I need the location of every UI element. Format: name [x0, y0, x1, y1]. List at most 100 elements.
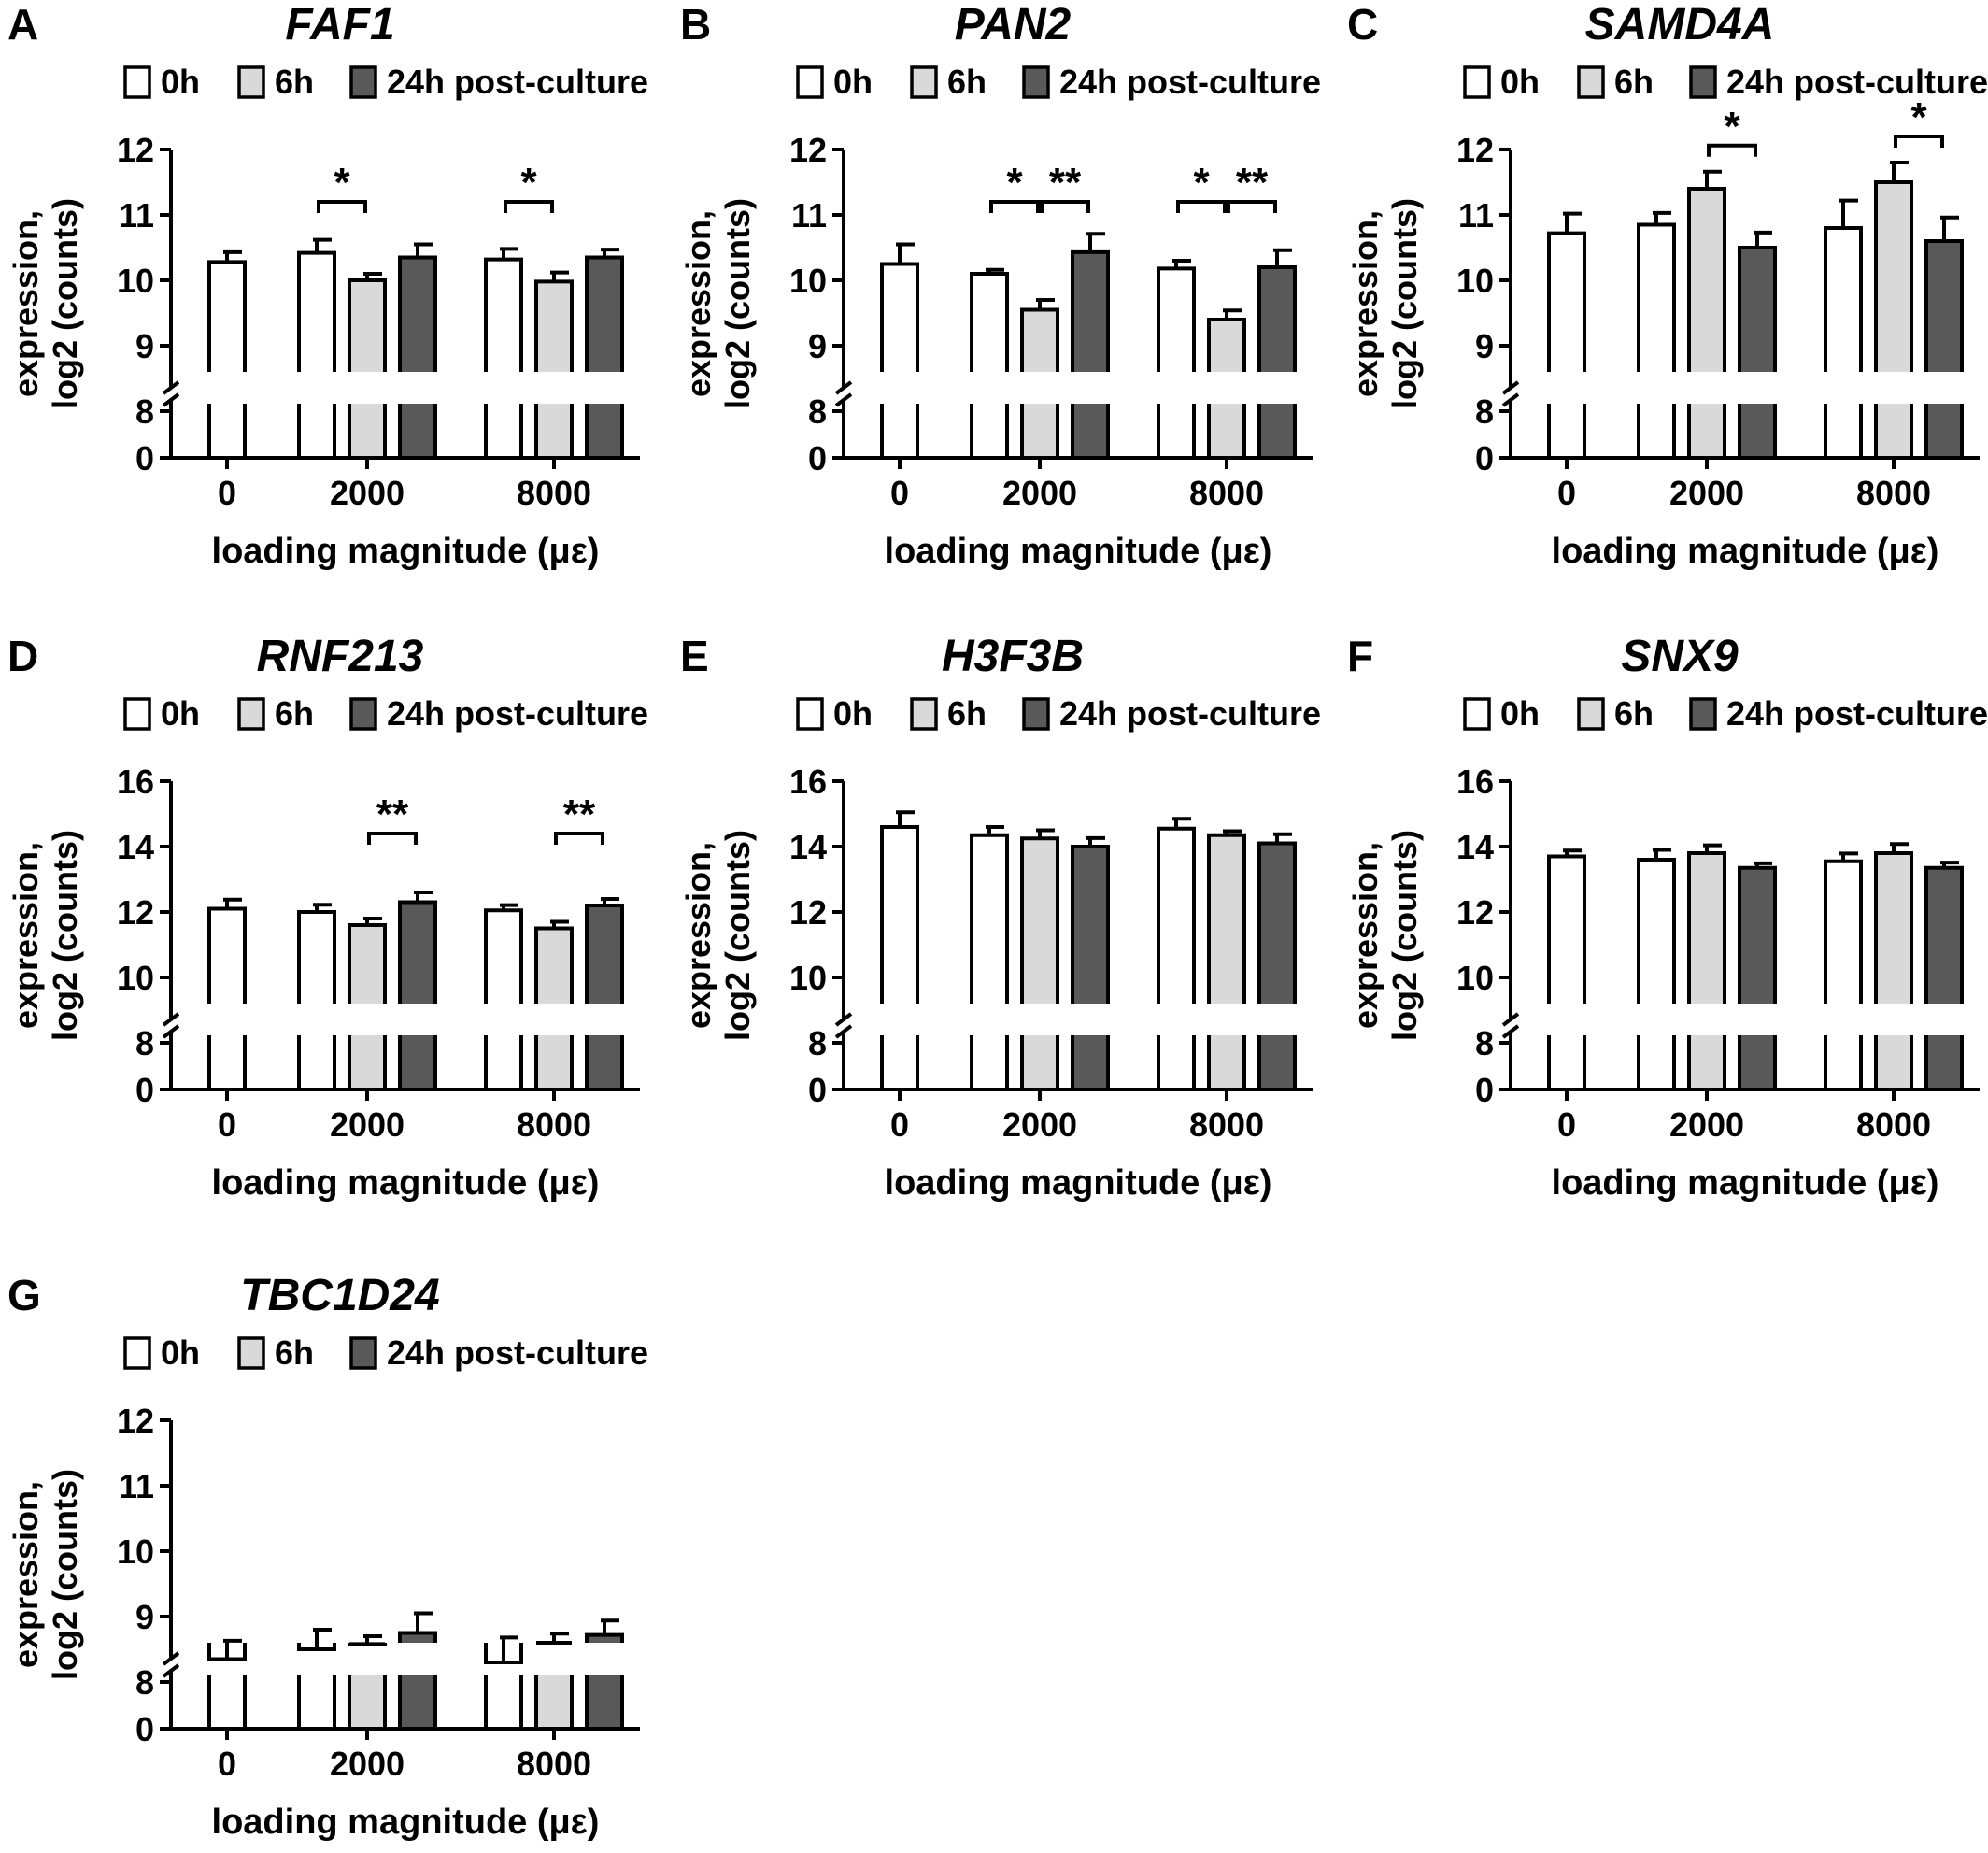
panel-a: A FAF1 0h 6h 24h post-culture expression,log2…: [7, 0, 648, 571]
bar-f-0h-0: [1547, 848, 1586, 1090]
y-tick-label: 8: [135, 392, 154, 431]
y-axis-label-line-1: expression,: [679, 210, 717, 397]
legend-label: 0h: [833, 694, 873, 733]
y-tick-label: 10: [1456, 959, 1494, 997]
bar-f-0h-8000: [1824, 851, 1863, 1090]
legend-swatch: [1022, 65, 1050, 99]
legend-label: 6h: [275, 1333, 314, 1372]
bar-fill-lower: [1072, 404, 1108, 458]
x-tick-label: 2000: [1669, 1105, 1744, 1144]
legend-label: 0h: [1500, 63, 1540, 101]
bar-fill: [1549, 233, 1584, 372]
bar-fill: [1926, 241, 1962, 372]
bar-g-6h-2000: [348, 1634, 387, 1729]
legend-swatch: [123, 1336, 151, 1370]
bar-fill-lower: [209, 404, 245, 458]
bar-e-6h-2000: [1020, 828, 1059, 1090]
bar-fill-lower: [486, 1675, 521, 1729]
y-tick-label: 11: [791, 196, 827, 235]
legend-label: 6h: [947, 63, 987, 101]
legend-swatch: [349, 65, 377, 99]
bar-fill: [1158, 828, 1194, 1004]
bar-fill-lower: [1072, 1035, 1108, 1090]
legend-swatch: [796, 65, 824, 99]
x-tick-label: 8000: [517, 1745, 591, 1783]
bar-d-6h-8000: [534, 919, 574, 1090]
y-axis-label: expression,log2 (counts): [7, 1469, 84, 1680]
panel-letter: F: [1347, 632, 1373, 680]
legend-label: 24h post-culture: [387, 694, 648, 733]
bar-fill-lower: [1926, 1035, 1962, 1090]
bar-a-24h-8000: [585, 248, 624, 458]
bar-d-0h-8000: [484, 903, 523, 1090]
x-axis-label: loading magnitude (με): [212, 1803, 600, 1842]
x-tick-label: 2000: [1002, 474, 1077, 512]
axis-break-mark: [1501, 380, 1520, 395]
bar-d-0h-2000: [297, 903, 336, 1090]
legend-label: 24h post-culture: [1726, 694, 1988, 733]
bar-b-24h-2000: [1071, 232, 1110, 458]
y-tick-label: 0: [808, 439, 827, 478]
y-tick-label: 10: [789, 959, 827, 997]
bracket-line: [317, 200, 367, 213]
bar-fill: [1639, 860, 1674, 1004]
bar-f-24h-8000: [1924, 861, 1964, 1090]
legend-label: 24h post-culture: [1726, 63, 1988, 101]
significance-bracket: *: [989, 160, 1040, 213]
bar-fill: [1022, 838, 1058, 1004]
legend-label: 24h post-culture: [387, 63, 648, 101]
y-axis-label-line-2: log2 (counts): [1385, 198, 1424, 409]
x-tick-label: 8000: [1856, 1105, 1931, 1144]
significance-bracket: **: [554, 791, 604, 845]
bar-fill-lower: [882, 1035, 917, 1090]
bar-b-24h-8000: [1257, 248, 1297, 458]
bar-fill-lower: [1740, 404, 1775, 458]
bar-c-24h-8000: [1924, 215, 1964, 458]
bar-fill: [1825, 861, 1861, 1004]
legend-swatch: [123, 697, 151, 731]
y-axis-label: expression,log2 (counts): [679, 198, 757, 409]
bar-a-6h-8000: [534, 270, 574, 458]
y-axis-label-line-2: log2 (counts): [718, 198, 757, 409]
y-tick-label: 9: [1475, 327, 1494, 365]
y-tick-label: 0: [135, 1071, 154, 1109]
y-tick-label: 10: [789, 262, 827, 300]
bar-fill: [400, 1632, 435, 1643]
panel-letter: A: [7, 0, 38, 49]
bar-fill: [349, 925, 385, 1004]
legend-label: 6h: [1614, 63, 1654, 101]
axis-break-mark: [1501, 392, 1520, 407]
axis-break-mark: [162, 1651, 180, 1666]
bar-fill-lower: [349, 1675, 385, 1729]
bar-b-0h-2000: [970, 267, 1009, 458]
bar-d-24h-8000: [585, 897, 624, 1090]
y-tick-label: 10: [117, 1532, 154, 1571]
bar-fill: [536, 928, 572, 1004]
bar-e-24h-2000: [1071, 835, 1110, 1090]
bar-fill-lower: [1825, 404, 1861, 458]
legend-swatch: [123, 65, 151, 99]
axis-break-mark: [162, 392, 180, 407]
legend-swatch: [910, 65, 938, 99]
axis-break-mark: [834, 380, 853, 395]
bar-fill: [1876, 853, 1911, 1004]
x-tick-label: 8000: [1189, 1105, 1264, 1144]
bar-f-6h-8000: [1874, 842, 1913, 1090]
bar-fill-lower: [536, 1035, 572, 1090]
legend: 0h 6h 24h post-culture: [123, 694, 648, 733]
legend-label: 6h: [275, 694, 314, 733]
legend-swatch: [1689, 65, 1717, 99]
y-tick-label: 9: [135, 1598, 154, 1636]
panel-title: SNX9: [1621, 632, 1739, 681]
significance-label: *: [1193, 160, 1210, 206]
y-axis-label-line-1: expression,: [1346, 842, 1384, 1029]
legend-swatch: [1022, 697, 1050, 731]
bar-fill: [1158, 268, 1194, 372]
y-tick-label: 0: [135, 1710, 154, 1748]
bar-b-0h-0: [880, 242, 919, 458]
legend-swatch: [1577, 65, 1605, 99]
y-axis-label-line-2: log2 (counts): [1385, 830, 1424, 1041]
panel-title: RNF213: [257, 632, 424, 681]
